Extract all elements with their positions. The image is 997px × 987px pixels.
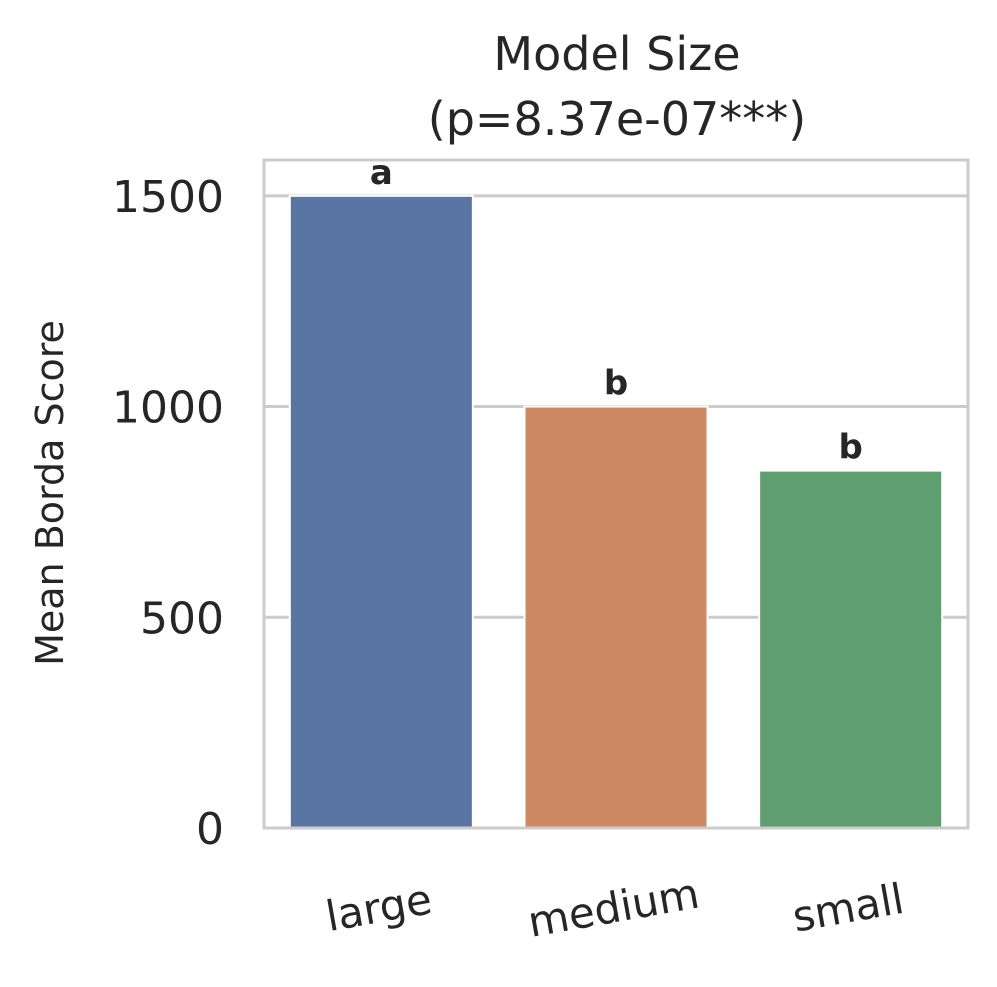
plot-frame: [262, 158, 970, 830]
bar-small: [758, 469, 944, 829]
x-tick-medium: medium: [524, 869, 703, 947]
bars: [288, 194, 944, 829]
x-tick-large: large: [322, 874, 435, 941]
x-tick-small: small: [789, 874, 908, 942]
y-tick-500: 500: [140, 593, 224, 644]
bar-labels: a b b: [370, 153, 863, 468]
y-tick-labels: 0 500 1000 1500: [112, 172, 224, 855]
y-tick-1000: 1000: [112, 383, 224, 434]
chart-title: Model Size: [493, 27, 740, 81]
bar-label-medium: b: [604, 364, 628, 404]
y-tick-0: 0: [196, 804, 224, 855]
chart-subtitle: (p=8.37e-07***): [428, 92, 807, 146]
bar-large: [288, 194, 474, 829]
x-tick-labels: large medium small: [322, 869, 907, 947]
y-tick-1500: 1500: [112, 172, 224, 223]
bar-label-small: b: [838, 428, 862, 468]
bar-medium: [523, 405, 709, 829]
y-axis-label: Mean Borda Score: [28, 320, 72, 666]
bar-label-large: a: [370, 153, 393, 193]
axes-spines: [262, 158, 970, 830]
